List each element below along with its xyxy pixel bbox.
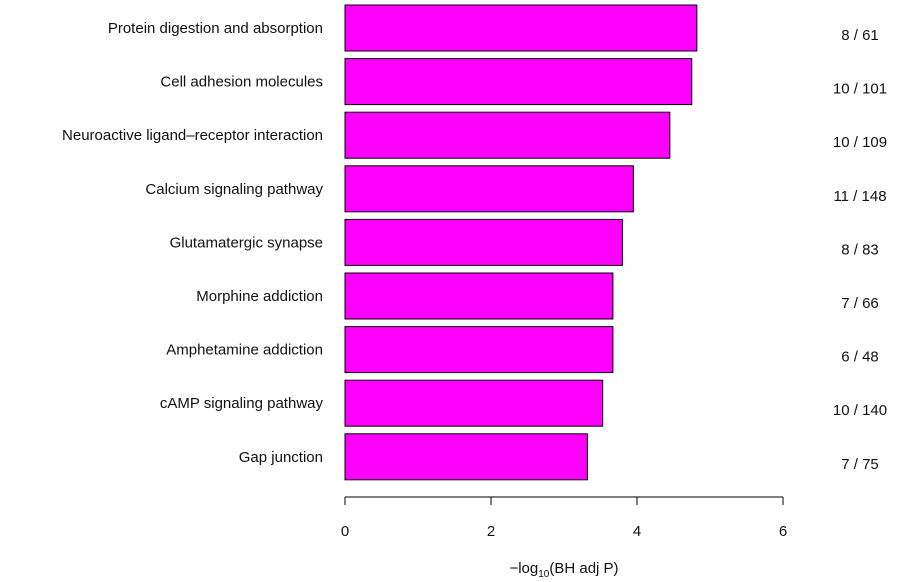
category-label-4: Glutamatergic synapse [170,234,323,251]
x-tick-label-2: 4 [633,523,641,540]
ratio-label-5: 7 / 66 [841,295,879,312]
bar-5 [344,272,614,320]
category-labels: Protein digestion and absorption Cell adh… [62,20,323,466]
category-label-2: Neuroactive ligand–receptor interaction [62,127,323,144]
category-label-8: Gap junction [239,449,323,466]
x-axis: 0 2 4 6 [341,496,787,540]
ratio-label-3: 11 / 148 [833,188,886,205]
bar-6 [344,326,614,374]
ratio-label-2: 10 / 109 [833,134,887,151]
ratio-label-0: 8 / 61 [841,27,879,44]
x-tick-label-3: 6 [779,523,787,540]
ratio-label-7: 10 / 140 [833,402,887,419]
x-axis-title-prefix: −log [509,560,538,577]
ratio-label-6: 6 / 48 [841,349,879,366]
bar-8 [344,433,588,481]
ratio-label-8: 7 / 75 [841,456,879,473]
x-axis-title-subscript: 10 [538,569,550,580]
category-label-1: Cell adhesion molecules [160,74,323,91]
ratio-label-4: 8 / 83 [841,241,879,258]
bar-7 [344,379,604,427]
ratio-label-1: 10 / 101 [833,81,887,98]
category-label-3: Calcium signaling pathway [145,181,323,198]
x-axis-title-suffix: (BH adj P) [549,560,618,577]
x-axis-title: −log10(BH adj P) [509,560,618,580]
bar-0 [344,4,698,52]
x-tick-label-0: 0 [341,523,349,540]
bar-3 [344,165,634,213]
bars-group [344,4,698,481]
category-label-7: cAMP signaling pathway [160,395,324,412]
ratio-labels: 8 / 61 10 / 101 10 / 109 11 / 148 8 / 83 7 / … [833,27,887,473]
category-label-0: Protein digestion and absorption [108,20,323,37]
category-label-6: Amphetamine addiction [166,342,323,359]
x-tick-label-1: 2 [487,523,495,540]
category-label-5: Morphine addiction [196,288,323,305]
bar-1 [344,58,693,106]
bar-2 [344,111,671,159]
bar-4 [344,218,623,266]
